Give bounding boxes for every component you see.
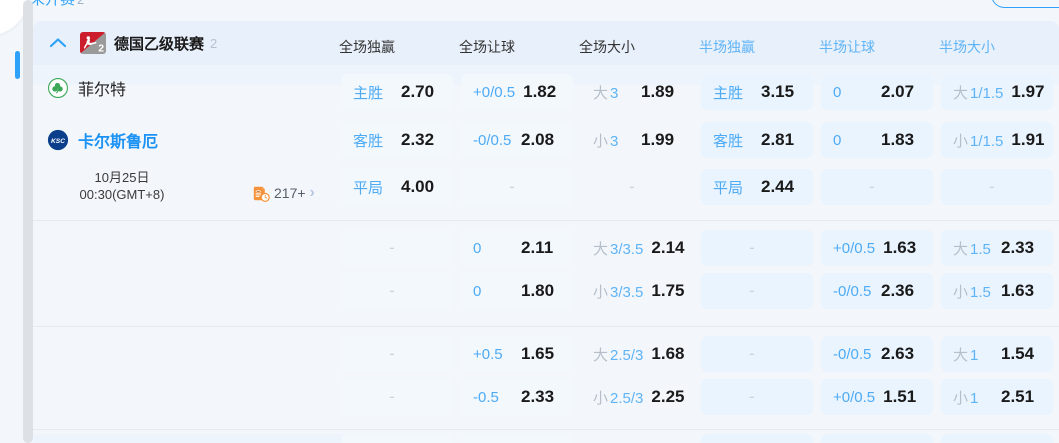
svg-text:KSC: KSC — [51, 138, 65, 145]
svg-text:2: 2 — [98, 43, 104, 55]
